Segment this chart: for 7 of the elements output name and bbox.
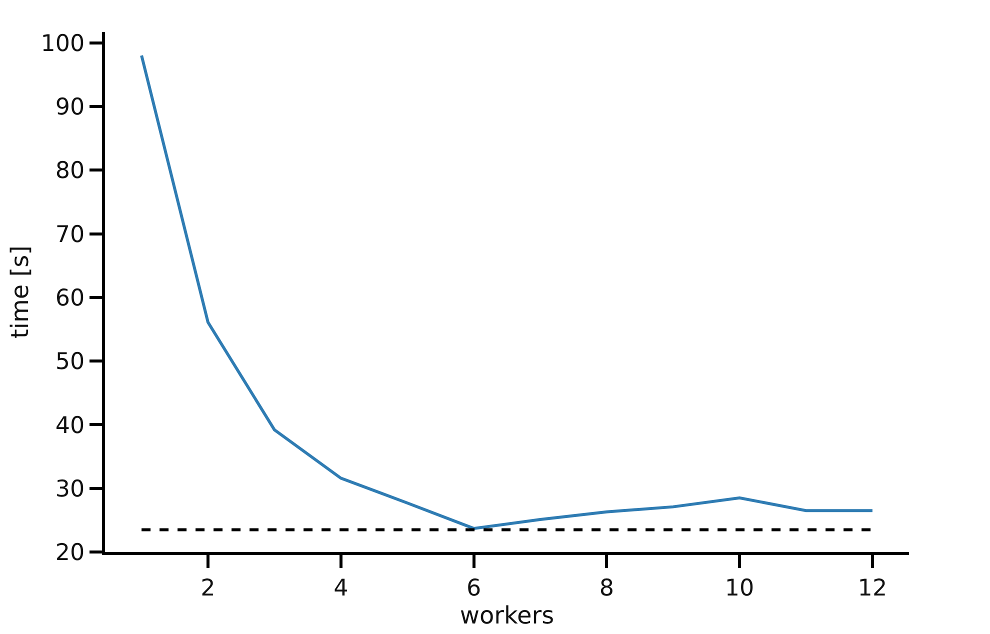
x-tick-label: 12: [858, 575, 888, 602]
x-tick-label: 10: [724, 575, 754, 602]
x-tick-label: 8: [599, 575, 614, 602]
y-tick-label: 100: [40, 30, 85, 57]
y-tick-label: 80: [55, 158, 85, 184]
y-tick-label: 70: [55, 222, 85, 248]
y-tick-label: 90: [55, 94, 85, 121]
